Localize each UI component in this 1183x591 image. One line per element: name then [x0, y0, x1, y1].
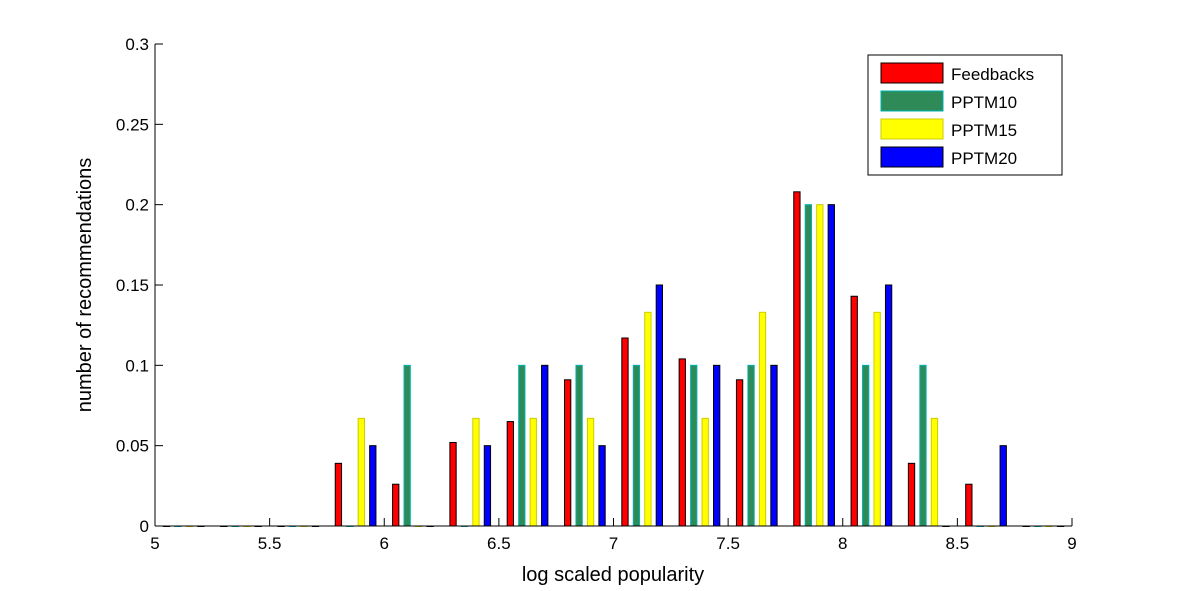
bar: [713, 364, 721, 527]
bar: [644, 311, 652, 527]
bar: [334, 462, 343, 527]
bar: [632, 364, 641, 527]
x-axis-label: log scaled popularity: [522, 564, 704, 586]
legend-swatch: [880, 90, 944, 112]
bar: [506, 421, 514, 527]
y-tick-label: 0.05: [116, 437, 149, 456]
legend-swatch: [880, 62, 944, 84]
bar: [919, 364, 927, 527]
legend-label: PPTM10: [951, 93, 1017, 112]
bar: [690, 364, 698, 527]
legend-label: PPTM15: [951, 121, 1017, 140]
x-tick-label: 7.5: [716, 534, 740, 553]
y-tick-label: 0.15: [116, 276, 149, 295]
bar: [678, 358, 686, 527]
y-tick-label: 0.2: [125, 196, 149, 215]
bar: [735, 379, 744, 527]
bar: [518, 364, 526, 527]
legend-swatch: [880, 146, 944, 168]
axes-group: 5 5.5 6 6.5 7 7.5 8 8.5 9 0 0.05 0.1 0.15 0.2 0.25 0.3: [116, 35, 1077, 553]
bar: [357, 417, 365, 527]
bar: [563, 379, 572, 527]
bar: [701, 417, 709, 527]
bar: [449, 441, 457, 527]
legend-label: PPTM20: [951, 149, 1017, 168]
bar: [621, 337, 629, 527]
bar: [965, 483, 973, 527]
x-tick-label: 6: [380, 534, 389, 553]
bar: [541, 364, 549, 527]
bar: [655, 284, 664, 527]
bar: [793, 191, 801, 527]
bar: [369, 445, 377, 527]
legend: Feedbacks PPTM10 PPTM15 PPTM20: [867, 54, 1063, 176]
x-tick-label: 7: [609, 534, 618, 553]
bar: [403, 364, 411, 527]
bar: [483, 445, 492, 527]
y-tick-label: 0: [140, 517, 149, 536]
x-tick-label: 6.5: [487, 534, 511, 553]
bar: [873, 311, 881, 527]
bar: [575, 364, 583, 527]
y-tick-label: 0.1: [125, 356, 149, 375]
bar: [862, 364, 870, 527]
x-tick-label: 9: [1067, 534, 1076, 553]
bar: [472, 417, 480, 527]
bar: [598, 445, 606, 527]
y-tick-label: 0.25: [116, 115, 149, 134]
legend-swatch: [880, 118, 944, 140]
bar: [747, 364, 755, 527]
bar: [392, 483, 400, 527]
bar: [884, 284, 893, 527]
x-tick-label: 8.5: [946, 534, 970, 553]
bar: [827, 204, 835, 527]
bar: [999, 445, 1007, 527]
bar: [770, 364, 778, 527]
bar: [804, 204, 813, 527]
bar: [529, 417, 537, 527]
bar: [816, 204, 824, 527]
x-tick-label: 5: [150, 534, 159, 553]
bar: [850, 295, 858, 527]
bar: [758, 311, 767, 527]
x-tick-label: 8: [838, 534, 847, 553]
legend-label: Feedbacks: [951, 65, 1034, 84]
bar: [930, 417, 939, 527]
bar: [907, 462, 916, 527]
x-tick-label: 5.5: [258, 534, 282, 553]
y-tick-label: 0.3: [125, 35, 149, 54]
bar: [586, 417, 595, 527]
y-axis-label: number of recommendations: [74, 158, 96, 413]
